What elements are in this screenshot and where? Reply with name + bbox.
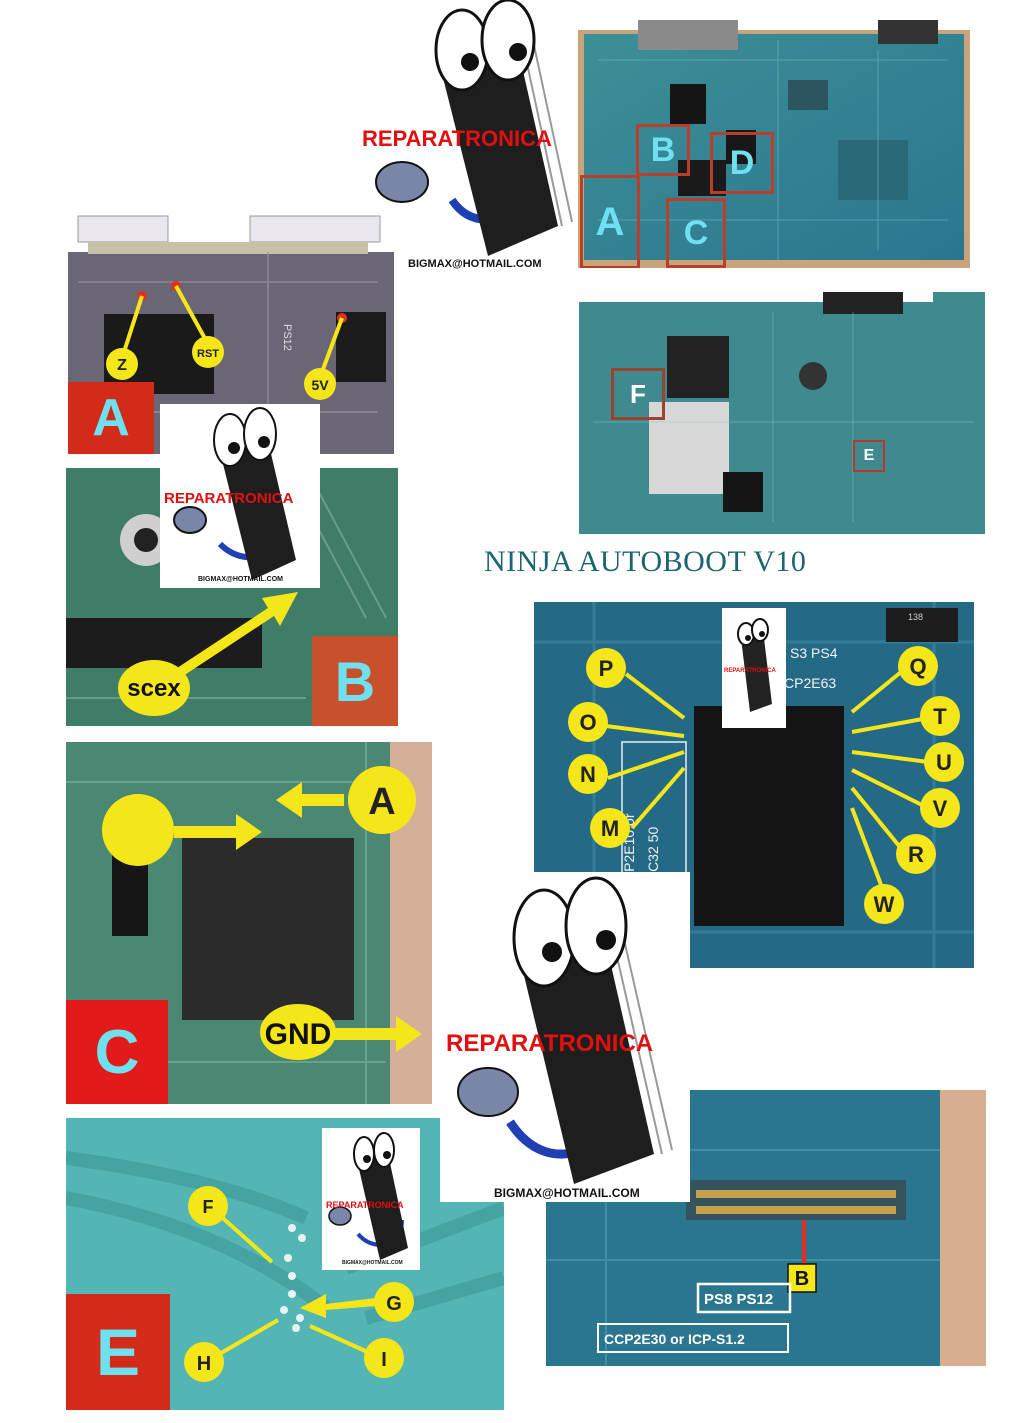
region-box-a: A xyxy=(580,175,640,268)
callout-f-label: F xyxy=(203,1197,214,1217)
callout-m-label: M xyxy=(601,816,619,841)
panel-a-silk: PS12 xyxy=(281,324,293,351)
overview-board-bottom: F E xyxy=(573,292,985,534)
b2-silk-2: CCP2E30 or ICP-S1.2 xyxy=(604,1331,745,1347)
panel-c-tag: C xyxy=(66,1000,168,1104)
callout-o-label: O xyxy=(579,710,596,735)
brand-logo-top: REPARATRONICA BIGMAX@HOTMAIL.COM xyxy=(362,0,592,270)
callout-p-label: P xyxy=(599,656,614,681)
panel-chip: 138 S3 PS4 CP2E63 CP2E10 or HC32 50 P O … xyxy=(534,602,974,968)
brand-logo-small-chip: REPARATRONICA xyxy=(722,608,786,728)
brand-mascot-icon-small-e xyxy=(328,1132,408,1260)
brand-mascot-icon xyxy=(737,618,772,712)
callout-a-label: A xyxy=(368,781,395,823)
panel-a-tag: A xyxy=(68,382,154,454)
region-box-f: F xyxy=(611,368,665,420)
chip-silk-side2: HC32 50 xyxy=(645,827,661,882)
callout-w-label: W xyxy=(874,892,895,917)
callout-r-label: R xyxy=(908,842,924,867)
chip-silk-top2: CP2E63 xyxy=(784,675,836,691)
panel-e: F G H I E xyxy=(66,1118,504,1410)
callout-z-label: Z xyxy=(117,357,127,374)
brand-logo-small-e: REPARATRONICA BIGMAX@HOTMAIL.COM xyxy=(322,1128,420,1270)
overview-board-bottom-image xyxy=(573,292,985,534)
callout-i-label: I xyxy=(381,1349,387,1371)
brand-email-mid: BIGMAX@HOTMAIL.COM xyxy=(198,576,283,583)
brand-email-small-e: BIGMAX@HOTMAIL.COM xyxy=(342,1260,403,1266)
callout-gnd-label: GND xyxy=(265,1018,332,1051)
chip-silk-top: S3 PS4 xyxy=(790,645,838,661)
brand-email-top: BIGMAX@HOTMAIL.COM xyxy=(408,258,542,270)
brand-logo-mid: REPARATRONICA BIGMAX@HOTMAIL.COM xyxy=(160,404,320,588)
region-box-e: E xyxy=(853,440,885,472)
callout-rst-label: RST xyxy=(197,348,219,360)
chip-mark: 138 xyxy=(908,612,923,622)
brand-name-small-e: REPARATRONICA xyxy=(326,1200,404,1210)
brand-mascot-icon-center xyxy=(457,876,673,1184)
callout-scex-label: scex xyxy=(127,675,181,702)
callout-v-label: V xyxy=(933,796,948,821)
region-box-b: B xyxy=(636,124,690,176)
callout-n-label: N xyxy=(580,762,596,787)
panel-b-tag: B xyxy=(312,636,398,726)
panel-a: Z RST 5V PS12 A xyxy=(68,212,394,454)
callout-h-label: H xyxy=(197,1353,211,1375)
region-box-d: D xyxy=(710,132,774,194)
brand-mascot-icon-top xyxy=(375,0,573,256)
overview-board-top: A B C D xyxy=(578,20,970,268)
brand-email-center: BIGMAX@HOTMAIL.COM xyxy=(494,1186,640,1200)
page-title: NINJA AUTOBOOT V10 xyxy=(484,545,807,578)
brand-name-top: REPARATRONICA xyxy=(362,126,552,151)
brand-mascot-icon-mid xyxy=(173,407,296,580)
callout-5v-label: 5V xyxy=(311,377,329,393)
b2-silk-1: PS8 PS12 xyxy=(704,1291,773,1308)
brand-name-center: REPARATRONICA xyxy=(446,1030,654,1057)
brand-logo-center: REPARATRONICA BIGMAX@HOTMAIL.COM xyxy=(440,872,690,1202)
panel-c: A GND C xyxy=(66,742,432,1104)
callout-t-label: T xyxy=(933,704,947,729)
brand-name-small-chip: REPARATRONICA xyxy=(724,668,776,674)
panel-a-board: Z RST 5V PS12 xyxy=(68,212,394,454)
region-box-c: C xyxy=(666,198,726,268)
callout-b2-label: B xyxy=(795,1268,809,1290)
callout-q-label: Q xyxy=(909,654,926,679)
callout-g-label: G xyxy=(386,1293,402,1315)
brand-name-mid: REPARATRONICA xyxy=(164,490,294,507)
callout-u-label: U xyxy=(936,750,952,775)
panel-e-board: F G H I xyxy=(66,1118,504,1410)
overview-board-top-image xyxy=(578,20,970,268)
panel-e-tag: E xyxy=(66,1294,170,1410)
